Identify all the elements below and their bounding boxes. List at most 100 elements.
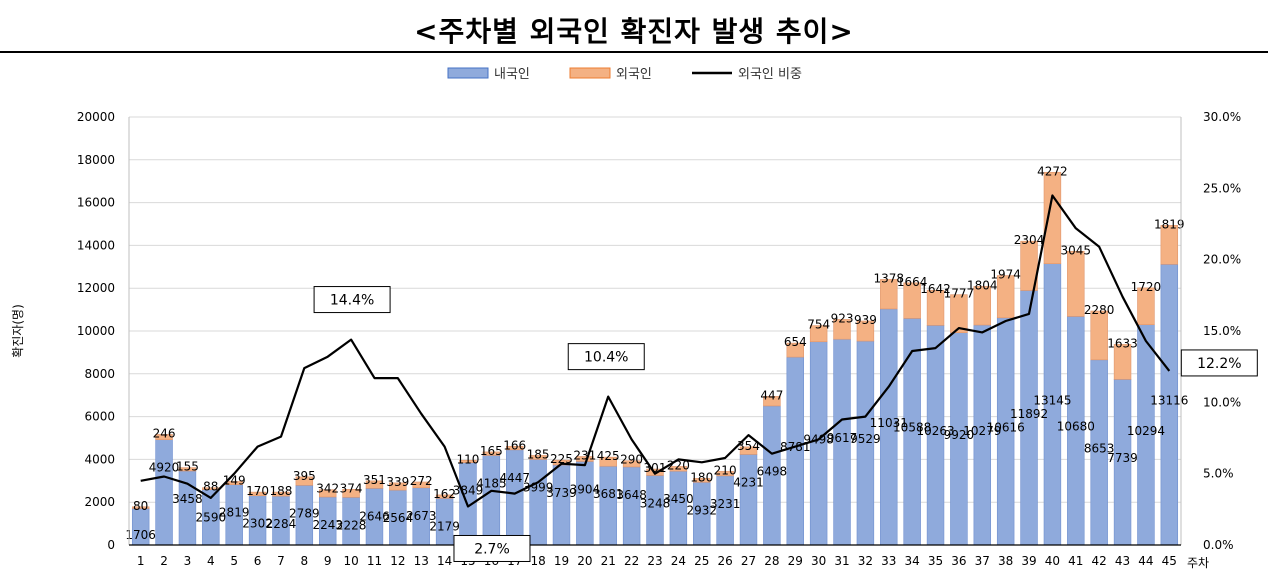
y2-tick-label: 0.0% xyxy=(1203,538,1234,552)
label-foreign-week-19: 225 xyxy=(550,452,573,466)
y2-tick-label: 5.0% xyxy=(1203,467,1234,481)
label-domestic-week-31: 9617 xyxy=(827,431,858,445)
x-tick-label: 44 xyxy=(1138,554,1153,568)
label-domestic-week-34: 10588 xyxy=(893,421,931,435)
y-tick-label: 0 xyxy=(107,538,115,552)
label-domestic-week-16: 4185 xyxy=(476,476,507,490)
label-foreign-week-17: 166 xyxy=(503,438,526,452)
x-tick-label: 5 xyxy=(230,554,238,568)
label-domestic-week-24: 3450 xyxy=(663,492,694,506)
bar-foreign-week-12 xyxy=(389,482,407,491)
label-domestic-week-42: 8653 xyxy=(1084,441,1115,455)
x-tick-label: 6 xyxy=(254,554,262,568)
label-foreign-week-12: 339 xyxy=(386,475,409,489)
label-foreign-week-21: 425 xyxy=(597,449,620,463)
label-foreign-week-18: 185 xyxy=(527,447,550,461)
y-tick-label: 20000 xyxy=(77,110,115,124)
annotation-text-week-21: 10.4% xyxy=(584,350,628,366)
label-foreign-week-5: 149 xyxy=(223,473,246,487)
ratio-line xyxy=(140,194,1171,508)
bar-foreign-week-17 xyxy=(506,445,524,451)
label-foreign-week-34: 1664 xyxy=(897,275,928,289)
bar-foreign-week-43 xyxy=(1113,344,1132,380)
bar-foreign-week-13 xyxy=(412,481,430,489)
label-domestic-week-40: 13145 xyxy=(1033,393,1071,407)
label-foreign-week-8: 395 xyxy=(293,469,316,483)
label-domestic-week-30: 9498 xyxy=(803,432,834,446)
label-foreign-week-7: 188 xyxy=(270,484,293,498)
label-foreign-week-35: 1642 xyxy=(920,282,951,296)
bar-foreign-week-11 xyxy=(365,480,384,489)
label-foreign-week-25: 180 xyxy=(690,470,713,484)
label-domestic-week-22: 3648 xyxy=(616,488,647,502)
label-domestic-week-7: 2284 xyxy=(266,517,297,531)
bar-foreign-week-44 xyxy=(1137,287,1155,326)
label-foreign-week-13: 272 xyxy=(410,474,433,488)
bar-foreign-week-24 xyxy=(669,466,688,472)
bar-domestic-week-18 xyxy=(529,459,547,546)
label-domestic-week-39: 11892 xyxy=(1010,407,1048,421)
label-domestic-week-27: 4231 xyxy=(733,475,764,489)
x-tick-label: 24 xyxy=(671,554,686,568)
label-foreign-week-31: 923 xyxy=(831,311,854,325)
label-domestic-week-8: 2789 xyxy=(289,506,320,520)
label-domestic-week-6: 2302 xyxy=(242,517,273,531)
x-tick-label: 4 xyxy=(207,554,215,568)
legend-label-ratio: 외국인 비중 xyxy=(738,67,802,82)
page-title: <주차별 외국인 확진자 발생 추이> xyxy=(414,15,854,48)
label-domestic-week-43: 7739 xyxy=(1107,451,1138,465)
label-domestic-week-25: 2932 xyxy=(686,503,717,517)
x-tick-label: 19 xyxy=(554,554,569,568)
label-domestic-week-36: 9920 xyxy=(944,428,975,442)
label-foreign-week-10: 374 xyxy=(340,481,363,495)
y2-tick-label: 15.0% xyxy=(1203,324,1241,338)
label-domestic-week-20: 3904 xyxy=(570,482,601,496)
chart-bars xyxy=(131,171,1179,546)
label-domestic-week-45: 13116 xyxy=(1150,394,1188,408)
bar-foreign-week-20 xyxy=(576,456,594,462)
bar-foreign-week-26 xyxy=(716,471,734,477)
x-tick-label: 9 xyxy=(324,554,332,568)
y-tick-label: 6000 xyxy=(84,410,115,424)
x-tick-label: 45 xyxy=(1162,554,1177,568)
annotation-box-week-45 xyxy=(1180,349,1258,377)
label-foreign-week-23: 301 xyxy=(644,461,667,475)
x-tick-label: 1 xyxy=(137,554,145,568)
label-domestic-week-1: 1706 xyxy=(125,528,156,542)
label-foreign-week-14: 162 xyxy=(433,487,456,501)
x-axis-title: 주차 xyxy=(1187,556,1209,570)
bar-foreign-week-37 xyxy=(973,286,992,326)
bar-domestic-week-20 xyxy=(576,461,594,546)
chart-legend: 내국인 외국인 외국인 비중 xyxy=(447,67,802,82)
x-tick-label: 31 xyxy=(834,554,849,568)
x-tick-label: 8 xyxy=(301,554,309,568)
bar-domestic-week-2 xyxy=(155,439,173,546)
bar-foreign-week-25 xyxy=(693,478,711,483)
bar-domestic-week-22 xyxy=(622,466,641,546)
x-tick-label: 32 xyxy=(858,554,873,568)
x-tick-label: 33 xyxy=(881,554,896,568)
bar-foreign-week-3 xyxy=(178,467,197,472)
label-domestic-week-38: 10616 xyxy=(987,420,1025,434)
x-tick-label: 22 xyxy=(624,554,639,568)
annotation-text-week-10: 14.4% xyxy=(330,293,374,309)
label-foreign-week-40: 4272 xyxy=(1037,164,1068,178)
label-domestic-week-28: 6498 xyxy=(757,464,788,478)
bar-domestic-week-16 xyxy=(482,455,501,546)
label-domestic-week-33: 11031 xyxy=(870,416,908,430)
bar-domestic-week-21 xyxy=(599,465,617,546)
bar-foreign-week-35 xyxy=(926,289,945,326)
x-tick-label: 10 xyxy=(343,554,358,568)
label-foreign-week-43: 1633 xyxy=(1107,336,1138,350)
label-domestic-week-32: 9529 xyxy=(850,432,881,446)
bar-foreign-week-8 xyxy=(295,476,314,486)
x-tick-label: 37 xyxy=(975,554,990,568)
bar-foreign-week-29 xyxy=(786,342,804,358)
x-tick-label: 38 xyxy=(998,554,1013,568)
bar-foreign-week-6 xyxy=(248,491,267,497)
bar-foreign-week-10 xyxy=(342,489,360,498)
annotation-box-week-10 xyxy=(313,286,391,314)
bar-foreign-week-33 xyxy=(880,279,898,310)
y-tick-label: 18000 xyxy=(77,153,115,167)
y-tick-label: 2000 xyxy=(84,495,115,509)
